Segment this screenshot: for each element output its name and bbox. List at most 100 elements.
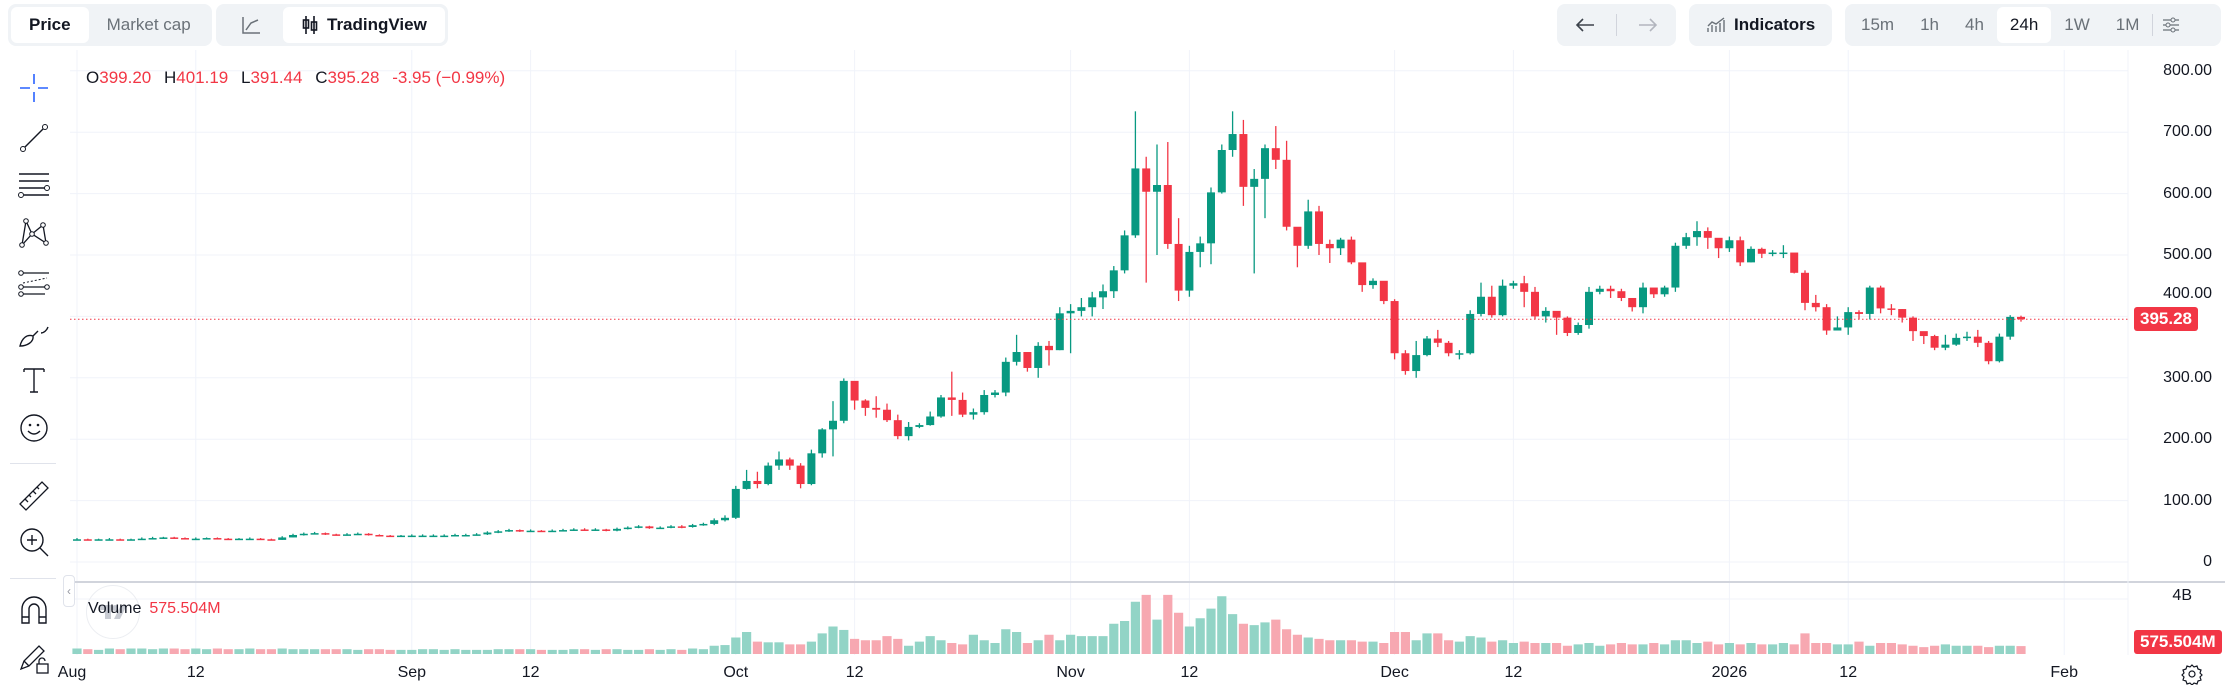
pattern-tool[interactable] bbox=[16, 215, 52, 251]
volume-bar bbox=[1854, 641, 1864, 654]
zoom-in-tool[interactable] bbox=[16, 524, 52, 560]
candle-body bbox=[775, 459, 783, 466]
volume-bar bbox=[1076, 636, 1086, 654]
candle-body bbox=[1023, 352, 1032, 368]
volume-bar bbox=[752, 641, 762, 654]
volume-bar bbox=[1314, 638, 1324, 654]
collapse-toolbar-handle[interactable]: ‹ bbox=[63, 575, 75, 607]
line-chart-button[interactable] bbox=[219, 7, 283, 43]
volume-bar bbox=[1120, 621, 1130, 654]
candle-body bbox=[1628, 297, 1637, 308]
candle-body bbox=[1358, 262, 1367, 286]
timeframe-1h[interactable]: 1h bbox=[1920, 15, 1939, 34]
timeframe-15m[interactable]: 15m bbox=[1861, 15, 1895, 34]
trend-line-icon bbox=[20, 124, 48, 152]
ruler-tool[interactable] bbox=[16, 478, 52, 514]
price-axis-label: 500.00 bbox=[2163, 246, 2212, 263]
candle-body bbox=[1509, 283, 1518, 286]
projection-icon bbox=[18, 270, 50, 297]
tab-market-cap[interactable]: Market cap bbox=[106, 15, 191, 34]
chart-settings-button[interactable] bbox=[2153, 7, 2189, 43]
volume-bar bbox=[1454, 641, 1464, 654]
candle-body bbox=[1055, 313, 1064, 351]
volume-bar bbox=[342, 649, 352, 654]
candle-body bbox=[569, 529, 578, 531]
fib-lines-tool[interactable] bbox=[16, 167, 52, 203]
candle-body bbox=[937, 397, 945, 417]
candle-body bbox=[1261, 148, 1269, 179]
volume-bar bbox=[418, 649, 428, 654]
volume-legend: Volume 575.504M bbox=[88, 600, 221, 618]
candle-body bbox=[1887, 308, 1896, 310]
volume-bar bbox=[320, 649, 330, 654]
volume-bar bbox=[958, 644, 968, 654]
candle-body bbox=[1757, 248, 1766, 254]
lock-drawings-tool[interactable] bbox=[16, 640, 52, 676]
candle-body bbox=[1109, 270, 1118, 292]
undo-button[interactable] bbox=[1565, 7, 1605, 43]
volume-bar bbox=[1930, 645, 1940, 654]
volume-bar bbox=[1735, 644, 1745, 654]
volume-bar bbox=[223, 649, 233, 654]
timeframe-1m[interactable]: 1M bbox=[2115, 15, 2140, 34]
projection-tool[interactable] bbox=[16, 266, 52, 302]
timeframe-24h[interactable]: 24h bbox=[1996, 7, 2052, 43]
volume-bar bbox=[1519, 641, 1529, 654]
volume-bar bbox=[979, 640, 989, 654]
candle-body bbox=[375, 534, 384, 537]
emoji-tool[interactable] bbox=[16, 410, 52, 446]
candle-body bbox=[202, 538, 211, 540]
open-value: 399.20 bbox=[99, 68, 152, 87]
timeframe-1w[interactable]: 1W bbox=[2064, 15, 2090, 34]
brush-tool[interactable] bbox=[16, 317, 52, 353]
candle-body bbox=[1217, 150, 1226, 193]
candle-body bbox=[1045, 345, 1053, 351]
candle-body bbox=[1995, 336, 2004, 362]
axis-settings-button[interactable] bbox=[2181, 663, 2203, 686]
candle-body bbox=[1930, 336, 1939, 348]
indicators-label: Indicators bbox=[1734, 15, 1816, 34]
trend-line-tool[interactable] bbox=[16, 120, 52, 156]
volume-bar bbox=[1336, 640, 1346, 654]
high-value: 401.19 bbox=[176, 68, 229, 87]
candle-body bbox=[1671, 245, 1680, 288]
indicators-button[interactable]: Indicators bbox=[1692, 7, 1829, 43]
tradingview-button[interactable]: TradingView bbox=[283, 7, 445, 43]
redo-button[interactable] bbox=[1628, 7, 1668, 43]
time-axis-label: 2026 bbox=[1711, 664, 1748, 681]
candle-body bbox=[245, 538, 254, 541]
candle-body bbox=[656, 527, 665, 530]
candle-body bbox=[148, 538, 157, 540]
candle-body bbox=[1347, 239, 1356, 263]
candle-body bbox=[332, 534, 341, 536]
candle-body bbox=[440, 535, 449, 538]
volume-bar bbox=[83, 649, 93, 654]
tab-price[interactable]: Price bbox=[11, 7, 89, 43]
volume-bar bbox=[1552, 643, 1562, 654]
arrow-left-icon bbox=[1576, 18, 1595, 32]
timeframe-group: 15m 1h 4h 24h 1W 1M bbox=[1845, 4, 2221, 46]
candle-body bbox=[1541, 310, 1550, 317]
magnet-tool[interactable] bbox=[16, 592, 52, 628]
volume-bar bbox=[1368, 641, 1378, 654]
volume-bar bbox=[202, 649, 212, 654]
volume-bar bbox=[1670, 640, 1680, 654]
candle-body bbox=[548, 530, 557, 533]
candle-body bbox=[1088, 297, 1097, 308]
volume-bar bbox=[158, 648, 168, 654]
volume-bar bbox=[1811, 643, 1821, 654]
candle-body bbox=[289, 534, 297, 538]
change-value: -3.95 (−0.99%) bbox=[392, 68, 506, 87]
volume-bar bbox=[634, 649, 644, 654]
volume-bar bbox=[1260, 622, 1270, 654]
candle-body bbox=[742, 480, 751, 489]
text-tool[interactable] bbox=[16, 362, 52, 398]
candle-body bbox=[580, 529, 589, 531]
crosshair-tool[interactable] bbox=[16, 70, 52, 106]
volume-bar bbox=[1638, 644, 1648, 654]
candle-body bbox=[1790, 252, 1799, 273]
volume-bar bbox=[1616, 643, 1626, 654]
timeframe-4h[interactable]: 4h bbox=[1965, 15, 1984, 34]
candle-body bbox=[353, 533, 362, 536]
